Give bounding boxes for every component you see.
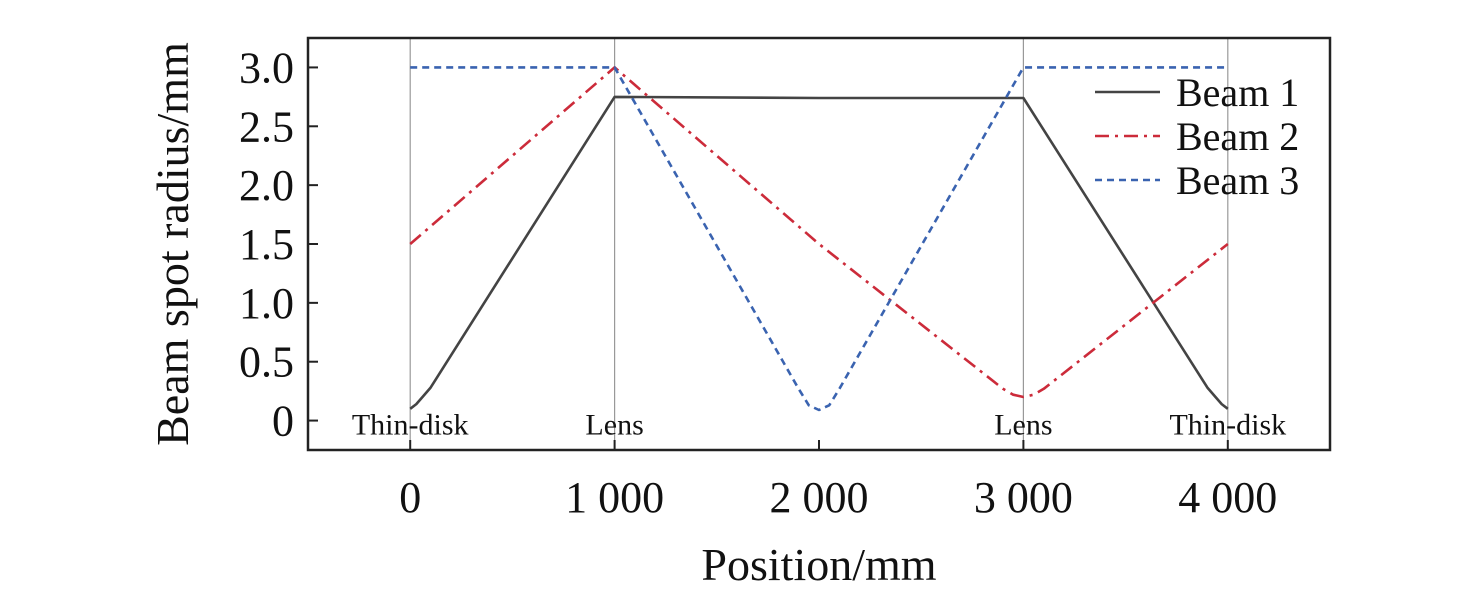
series-lines [409,66,1229,412]
series-line-beam-2 [409,66,1229,399]
x-tick-label: 1 000 [565,473,664,522]
y-axis-title: Beam spot radius/mm [147,42,198,446]
x-axis-title: Position/mm [701,539,936,590]
x-tick-label: 0 [399,473,421,522]
series-line-beam-1 [409,95,1229,410]
vertical-guide-lines [409,38,1229,450]
legend-label-beam-2: Beam 2 [1176,114,1299,159]
position-label: Lens [585,409,643,442]
x-tick-label: 2 000 [770,473,869,522]
position-label: Lens [994,409,1052,442]
y-tick-label: 3.0 [239,43,294,92]
y-tick-label: 1.0 [239,279,294,328]
y-tick-label: 1.5 [239,220,294,269]
y-tick-label: 0.5 [239,338,294,387]
x-tick-label: 3 000 [974,473,1073,522]
position-label: Thin-disk [1169,409,1286,442]
x-tick-label: 4 000 [1178,473,1277,522]
axis-ticks: 0 1 000 2 000 3 000 4 000 0 0.5 1.0 1.5 2.0 2.5 3.0 [239,43,1277,522]
series-line-beam-3 [410,66,1228,412]
position-annotations: Thin-disk Lens Lens Thin-disk [352,409,1286,442]
legend-label-beam-1: Beam 1 [1176,70,1299,115]
legend-label-beam-3: Beam 3 [1176,158,1299,203]
position-label: Thin-disk [352,409,469,442]
y-tick-label: 0 [272,397,294,446]
y-tick-label: 2.0 [239,161,294,210]
y-tick-label: 2.5 [239,102,294,151]
